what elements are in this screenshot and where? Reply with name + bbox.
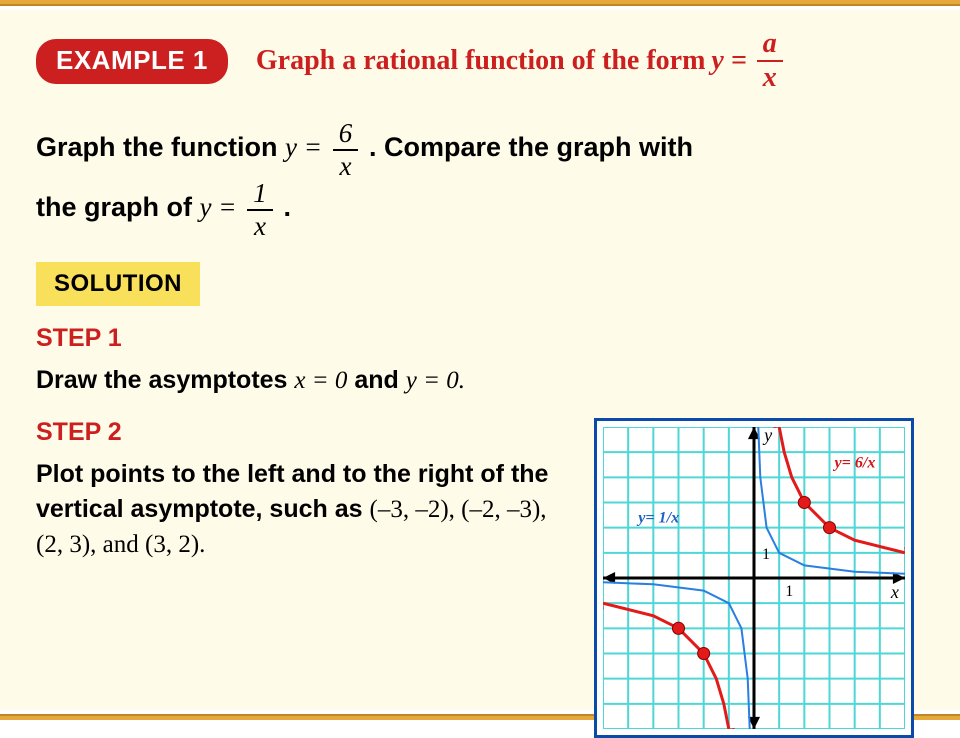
- step1-asym1: x = 0: [294, 367, 347, 394]
- example-badge: EXAMPLE 1: [36, 39, 228, 84]
- problem-statement: Graph the function y = 6 x . Compare the…: [36, 120, 924, 240]
- title-eq-lhs: y =: [711, 45, 746, 77]
- title-fraction: a x: [757, 30, 783, 92]
- problem-line2b: .: [283, 192, 291, 222]
- eq2-den: x: [248, 211, 272, 240]
- eq1-den: x: [333, 151, 357, 180]
- slide-title: Graph a rational function of the form y …: [256, 30, 787, 92]
- problem-line1a: Graph the function: [36, 132, 277, 162]
- eq2-num: 1: [247, 180, 273, 211]
- svg-text:y= 1/x: y= 1/x: [636, 510, 679, 527]
- title-frac-den: x: [757, 62, 783, 92]
- problem-line1b: . Compare the graph with: [369, 132, 693, 162]
- svg-text:y= 6/x: y= 6/x: [833, 454, 876, 471]
- step2-row: STEP 2 Plot points to the left and to th…: [36, 418, 924, 738]
- step2-label: STEP 2: [36, 418, 574, 447]
- svg-text:1: 1: [785, 583, 793, 600]
- step1-body: Draw the asymptotes x = 0 and y = 0.: [36, 363, 924, 398]
- title-frac-num: a: [757, 30, 783, 62]
- svg-text:y: y: [762, 427, 773, 445]
- step1-asym2: y = 0.: [406, 367, 465, 394]
- svg-text:1: 1: [762, 546, 770, 563]
- slide-body: EXAMPLE 1 Graph a rational function of t…: [0, 10, 960, 710]
- solution-badge: SOLUTION: [36, 262, 200, 306]
- step1-mid: and: [354, 366, 398, 394]
- problem-eq1: y = 6 x: [285, 132, 369, 162]
- step1-label: STEP 1: [36, 324, 924, 353]
- eq1-lhs: y =: [285, 132, 322, 162]
- svg-text:x: x: [890, 582, 899, 602]
- eq1-num: 6: [333, 120, 359, 151]
- graph-col: 1 1 x y y= 6/x y= 1/x: [594, 418, 924, 738]
- top-gold-rule: [0, 0, 960, 6]
- graph: 1 1 x y y= 6/x y= 1/x: [594, 418, 914, 738]
- header: EXAMPLE 1 Graph a rational function of t…: [36, 30, 924, 92]
- step2-body: Plot points to the left and to the right…: [36, 457, 574, 562]
- problem-line2a: the graph of: [36, 192, 192, 222]
- title-text: Graph a rational function of the form: [256, 45, 706, 77]
- eq2-lhs: y =: [200, 192, 237, 222]
- problem-eq2: y = 1 x: [200, 192, 284, 222]
- step2-text-col: STEP 2 Plot points to the left and to th…: [36, 418, 574, 582]
- step1-text-a: Draw the asymptotes: [36, 366, 287, 394]
